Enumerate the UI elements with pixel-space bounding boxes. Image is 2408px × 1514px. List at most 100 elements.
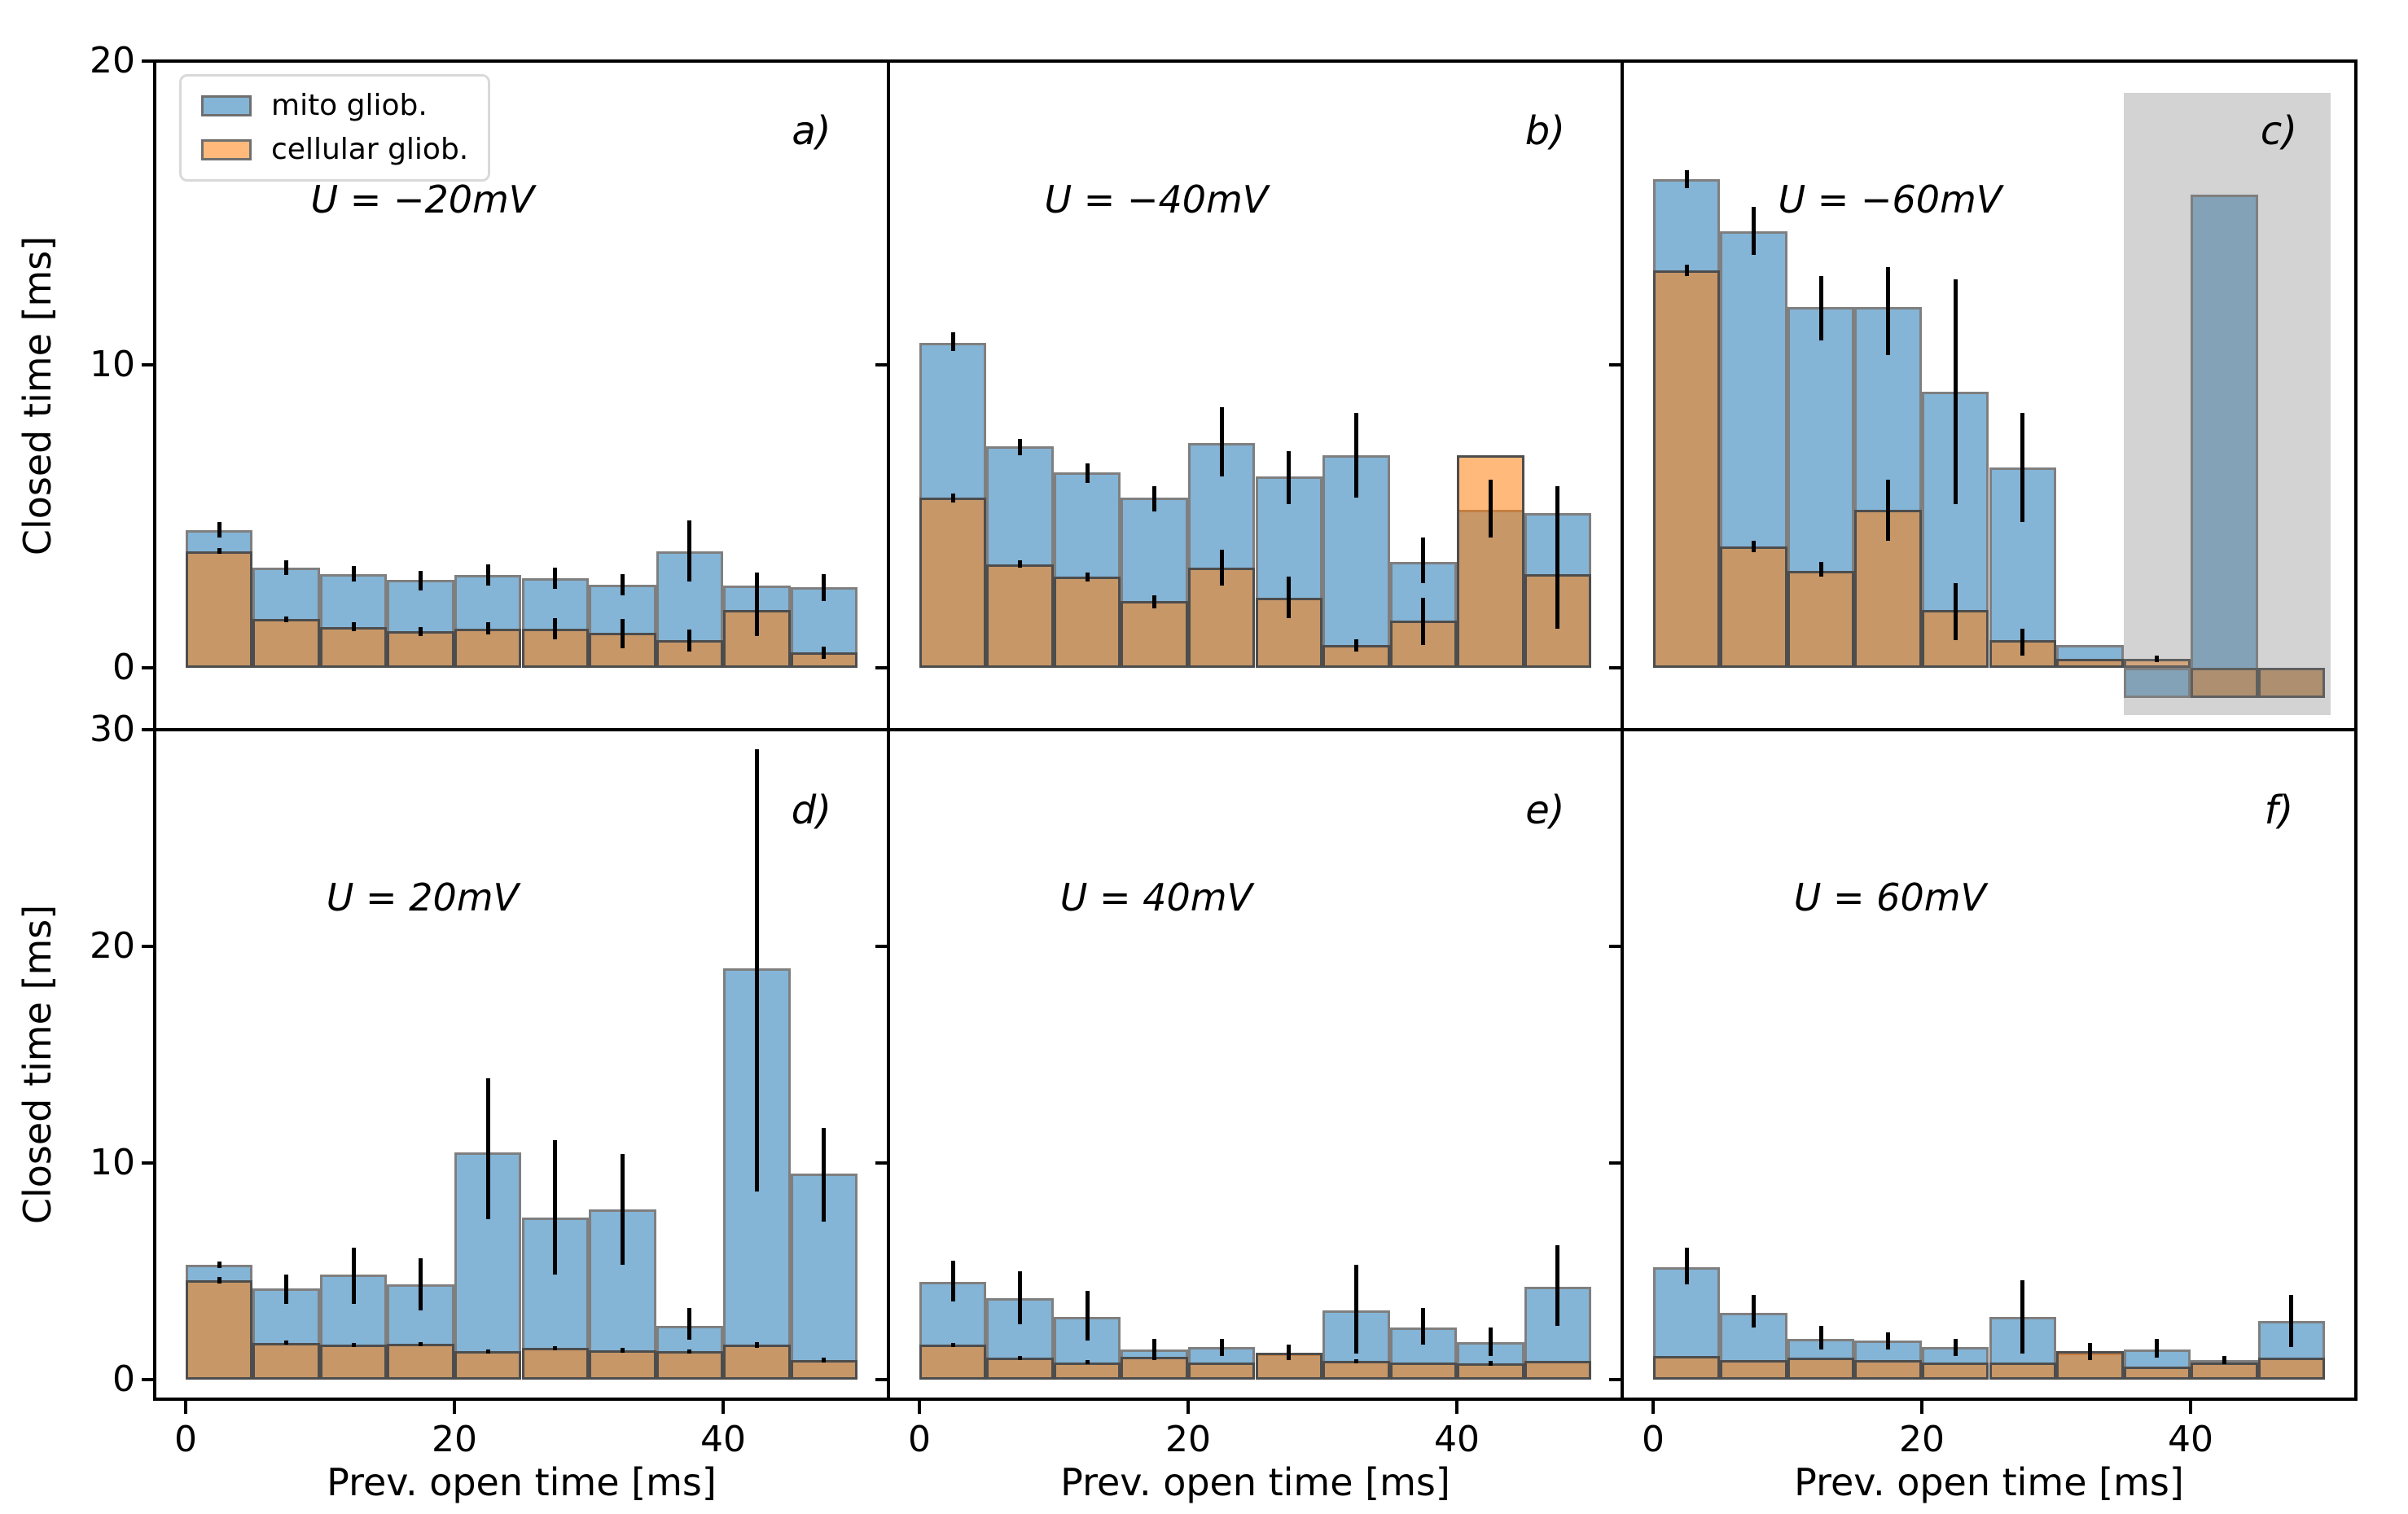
y-tick-mark bbox=[875, 728, 888, 731]
error-bar-orange bbox=[1555, 516, 1560, 629]
bar-orange bbox=[656, 1351, 724, 1380]
bar-blue bbox=[2191, 194, 2258, 699]
panel-letter-b: b) bbox=[1524, 108, 1565, 155]
y-tick-label: 20 bbox=[90, 40, 135, 81]
y-tick-mark bbox=[142, 945, 155, 949]
error-bar-blue bbox=[1684, 1247, 1689, 1284]
panel-letter-e: e) bbox=[1525, 787, 1565, 833]
error-bar-blue bbox=[822, 573, 827, 602]
error-bar-orange bbox=[1353, 639, 1358, 652]
y-tick-mark bbox=[142, 59, 155, 63]
error-bar-orange bbox=[1818, 561, 1823, 577]
error-bar-orange bbox=[1752, 540, 1757, 553]
error-bar-blue bbox=[1752, 206, 1757, 256]
panel-letter-f: f) bbox=[2264, 787, 2294, 833]
y-axis-label: Closed time [ms] bbox=[15, 904, 59, 1225]
error-bar-orange bbox=[1421, 598, 1426, 646]
bar-orange bbox=[1921, 1362, 1989, 1380]
error-bar-blue bbox=[217, 522, 222, 538]
y-tick-mark bbox=[875, 362, 888, 366]
x-tick-label: 0 bbox=[1641, 1419, 1665, 1460]
error-bar-blue bbox=[553, 1140, 558, 1275]
bar-orange bbox=[986, 564, 1054, 668]
bar-orange bbox=[919, 498, 987, 668]
bar-orange bbox=[1720, 546, 1787, 668]
error-bar-blue bbox=[1152, 485, 1157, 512]
error-bar-blue bbox=[620, 573, 625, 595]
x-axis-label: Prev. open time [ms] bbox=[1794, 1460, 2184, 1504]
panel-title-b: U = −40mV bbox=[1044, 177, 1269, 222]
y-tick-mark bbox=[1609, 1378, 1622, 1382]
x-tick-mark bbox=[1186, 1401, 1190, 1414]
error-bar-orange bbox=[620, 1348, 625, 1353]
bar-orange bbox=[521, 628, 589, 668]
bar-orange bbox=[2257, 668, 2326, 699]
x-tick-mark bbox=[1651, 1401, 1655, 1414]
error-bar-orange bbox=[284, 616, 289, 623]
error-bar-blue bbox=[1085, 1290, 1090, 1341]
error-bar-orange bbox=[553, 617, 558, 639]
bar-orange bbox=[1457, 1363, 1524, 1380]
bar-orange bbox=[319, 1345, 388, 1380]
bar-orange bbox=[1121, 601, 1188, 668]
bar-orange bbox=[252, 619, 320, 668]
error-bar-blue bbox=[553, 568, 558, 590]
error-bar-blue bbox=[1886, 267, 1891, 356]
error-bar-blue bbox=[1018, 1271, 1023, 1325]
axes-border-bottom bbox=[153, 1398, 2358, 1401]
highlight-region bbox=[2123, 93, 2331, 715]
error-bar-blue bbox=[1886, 1332, 1891, 1349]
error-bar-blue bbox=[1421, 1308, 1426, 1345]
error-bar-orange bbox=[1085, 1360, 1090, 1365]
error-bar-blue bbox=[687, 520, 692, 581]
y-tick-mark bbox=[142, 666, 155, 669]
y-tick-mark bbox=[142, 1161, 155, 1165]
panel-letter-c: c) bbox=[2260, 108, 2297, 155]
error-bar-blue bbox=[419, 570, 423, 590]
error-bar-blue bbox=[284, 1275, 289, 1304]
x-tick-mark bbox=[1919, 1401, 1923, 1414]
x-tick-label: 0 bbox=[173, 1419, 197, 1460]
error-bar-blue bbox=[1287, 450, 1292, 504]
y-axis-label: Closed time [ms] bbox=[15, 235, 59, 555]
error-bar-orange bbox=[754, 1341, 759, 1349]
error-bar-blue bbox=[950, 1260, 955, 1302]
x-tick-label: 40 bbox=[1434, 1419, 1480, 1460]
y-tick-mark bbox=[142, 362, 155, 366]
y-tick-mark bbox=[142, 1378, 155, 1382]
error-bar-orange bbox=[822, 646, 827, 659]
error-bar-blue bbox=[1818, 1325, 1823, 1349]
error-bar-blue bbox=[1018, 438, 1023, 456]
y-tick-mark bbox=[875, 666, 888, 669]
bar-orange bbox=[2056, 658, 2124, 668]
panel-letter-d: d) bbox=[791, 787, 831, 833]
bar-orange bbox=[1053, 1362, 1121, 1380]
error-bar-blue bbox=[1555, 1245, 1560, 1326]
y-tick-mark bbox=[1609, 362, 1622, 366]
bar-orange bbox=[1187, 1362, 1256, 1380]
error-bar-blue bbox=[1353, 413, 1358, 498]
error-bar-blue bbox=[2289, 1295, 2294, 1348]
error-bar-blue bbox=[2020, 1279, 2025, 1354]
error-bar-orange bbox=[1953, 582, 1958, 641]
error-bar-orange bbox=[687, 1349, 692, 1354]
legend-label: mito gliob. bbox=[271, 89, 428, 122]
bar-orange bbox=[454, 1351, 522, 1380]
error-bar-orange bbox=[351, 1342, 356, 1348]
legend-swatch-cellular-icon bbox=[201, 139, 252, 160]
panel-title-d: U = 20mV bbox=[326, 875, 519, 919]
y-tick-label: 0 bbox=[112, 1358, 135, 1401]
x-axis-label: Prev. open time [ms] bbox=[327, 1460, 717, 1504]
bar-orange bbox=[589, 633, 656, 668]
y-tick-mark bbox=[142, 728, 155, 731]
error-bar-blue bbox=[217, 1262, 222, 1269]
error-bar-orange bbox=[217, 547, 222, 555]
x-tick-label: 20 bbox=[1165, 1419, 1211, 1460]
x-tick-mark bbox=[183, 1401, 187, 1414]
x-tick-label: 0 bbox=[907, 1419, 931, 1460]
error-bar-blue bbox=[687, 1308, 692, 1340]
error-bar-blue bbox=[485, 564, 490, 586]
bar-orange bbox=[185, 1279, 253, 1380]
x-tick-mark bbox=[452, 1401, 456, 1414]
